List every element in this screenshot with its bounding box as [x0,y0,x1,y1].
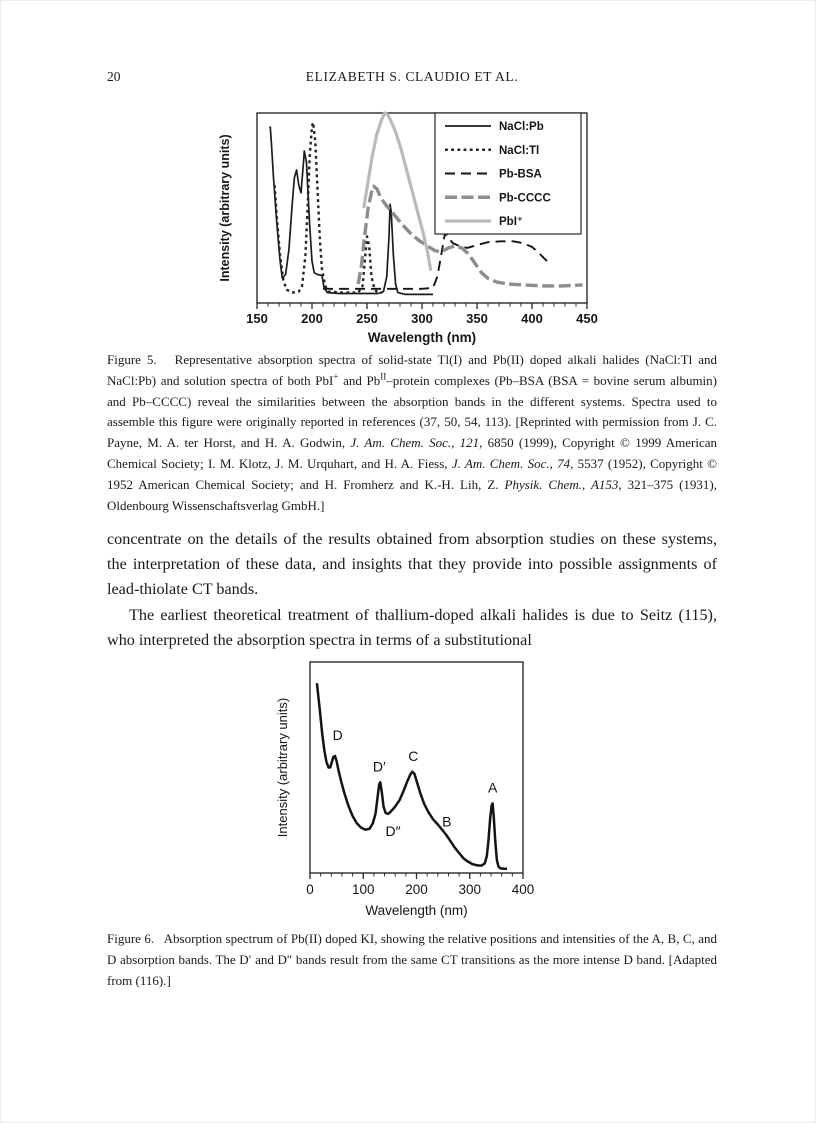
y-axis-title: Intensity (arbitrary units) [218,134,232,281]
x-tick-label: 0 [306,882,314,897]
caption-segment: II [380,371,387,382]
band-label-B: B [442,813,451,829]
caption-segment: , 6850 (1999), Copyright © 1999 American… [107,435,717,471]
paragraph: The earliest theoretical treatment of th… [107,605,717,649]
caption-segment: Figure 5. Representative absorption spec… [107,352,717,388]
legend-label: PbI⁺ [499,216,523,228]
band-label-D: D [333,727,343,743]
series-line-NaCl:Pb [269,126,433,296]
x-tick-label: 150 [246,311,268,326]
band-label-D′: D′ [373,758,386,774]
page-number: 20 [107,69,121,84]
y-axis-title: Intensity (arbitrary units) [275,698,290,837]
x-tick-label: 300 [411,311,433,326]
legend-label: Pb-CCCC [499,192,551,204]
series-line-Pb-CCCC [356,184,583,288]
caption-segment: and Pb [338,372,381,388]
figure5-caption: Figure 5. Representative absorption spec… [107,350,717,516]
band-label-D″: D″ [386,823,401,839]
series-line-Pb(II) doped KI [315,682,507,871]
caption-segment: –protein complexes (Pb–BSA (BSA = bovine… [107,372,717,451]
legend-label: NaCl:Pb [499,121,544,133]
plot-border [309,661,524,874]
series-line-Pb-BSA [323,231,549,290]
running-head: ELIZABETH S. CLAUDIO ET AL. [305,69,519,84]
x-tick-label: 200 [301,311,323,326]
series-line-PbI⁺ [362,111,433,271]
caption-segment: Physik. Chem., A153 [504,476,619,492]
figure5-chart: 150 200 250 300 350 400 450 Wavelength (nm) Inte… [218,111,598,345]
series-line-NaCl:Tl [273,121,383,294]
caption-segment: , 5537 (1952), Copyright © 1952 American… [107,455,717,492]
x-tick-label: 450 [576,311,598,326]
legend-label: NaCl:Tl [499,145,539,157]
x-axis-title: Wavelength (nm) [365,903,467,918]
x-tick-label: 350 [466,311,488,326]
paragraph-continuation: concentrate on the details of the result… [107,530,717,599]
legend-label: Pb-BSA [499,169,542,181]
x-tick-label: 100 [352,882,375,897]
caption-segment: J. Am. Chem. Soc., 74 [451,455,571,471]
caption-segment: , 321–375 (1931), Oldenbourg Wissenschaf… [107,476,717,513]
caption-segment: J. Am. Chem. Soc., 121 [350,435,480,451]
caption-segment: + [333,371,339,382]
x-tick-label: 200 [405,882,428,897]
caption-segment: Figure 6. Absorption spectrum of Pb(II) … [107,931,717,988]
x-tick-label: 250 [356,311,378,326]
x-tick-label: 400 [512,882,535,897]
band-label-A: A [488,780,498,796]
figure6-chart: 0 100 200 300 400 Wavelength (nm) Intensity (a… [275,661,535,918]
figure6-caption: Figure 6. Absorption spectrum of Pb(II) … [107,929,717,991]
legend-box [434,112,582,235]
x-tick-label: 300 [458,882,481,897]
x-axis-title: Wavelength (nm) [368,330,476,345]
body-text: concentrate on the details of the result… [107,527,717,653]
band-label-C: C [408,748,418,764]
x-tick-label: 400 [521,311,543,326]
